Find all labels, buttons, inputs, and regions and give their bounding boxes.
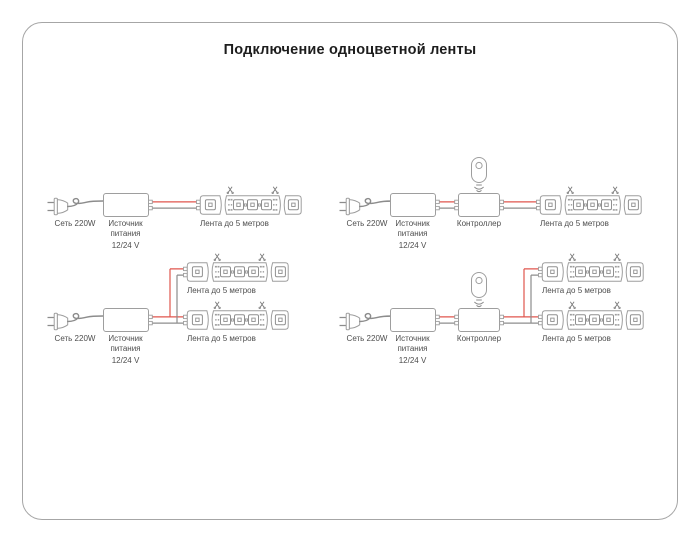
diagram-psu-controller-two-strips bbox=[338, 254, 644, 332]
strip-label: Лента до 5 метров bbox=[187, 334, 256, 343]
psu-label-line2: питания bbox=[110, 344, 141, 354]
strip-label: Лента до 5 метров bbox=[200, 219, 269, 228]
controller-icon bbox=[454, 193, 504, 217]
psu-label-line1: Источник bbox=[395, 219, 430, 228]
psu-voltage-label: 12/24 V bbox=[398, 240, 427, 250]
strip-label: Лента до 5 метров bbox=[542, 334, 611, 343]
psu-label-line2: питания bbox=[110, 229, 141, 239]
psu-label: Источник питания bbox=[108, 334, 142, 355]
psu-label: Источник питания bbox=[395, 334, 429, 355]
strip-label: Лента до 5 метров bbox=[187, 286, 256, 295]
wire-positive bbox=[500, 268, 542, 318]
psu-label-line1: Источник bbox=[108, 219, 143, 228]
psu-label-line1: Источник bbox=[108, 334, 143, 343]
strip-label: Лента до 5 метров bbox=[542, 286, 611, 295]
controller-label: Контроллер bbox=[456, 219, 502, 228]
psu-voltage-label: 12/24 V bbox=[111, 240, 140, 250]
page-title: Подключение одноцветной ленты bbox=[223, 42, 477, 58]
mains-label: Сеть 220W bbox=[54, 334, 96, 343]
led-strip-icon bbox=[539, 302, 644, 329]
controller-label: Контроллер bbox=[456, 334, 502, 343]
psu-label: Источник питания bbox=[395, 219, 429, 240]
power-supply-icon bbox=[390, 308, 440, 332]
led-strip-icon bbox=[184, 302, 289, 329]
led-strip-icon bbox=[184, 254, 289, 281]
led-strip-icon bbox=[197, 187, 302, 214]
power-supply-icon bbox=[103, 308, 153, 332]
power-supply-icon bbox=[103, 193, 153, 217]
diagram-psu-two-strips bbox=[46, 254, 289, 332]
mains-label: Сеть 220W bbox=[54, 219, 96, 228]
strip-label: Лента до 5 метров bbox=[540, 219, 609, 228]
remote-icon bbox=[471, 272, 487, 308]
mains-label: Сеть 220W bbox=[346, 334, 388, 343]
plug-icon bbox=[46, 197, 104, 216]
power-supply-icon bbox=[390, 193, 440, 217]
psu-voltage-label: 12/24 V bbox=[398, 355, 427, 365]
plug-icon bbox=[46, 312, 104, 331]
psu-label-line1: Источник bbox=[395, 334, 430, 343]
psu-voltage-label: 12/24 V bbox=[111, 355, 140, 365]
psu-label-line2: питания bbox=[397, 344, 428, 354]
led-strip-icon bbox=[537, 187, 642, 214]
wire-negative bbox=[500, 274, 544, 324]
psu-label: Источник питания bbox=[108, 219, 142, 240]
mains-label: Сеть 220W bbox=[346, 219, 388, 228]
psu-label-line2: питания bbox=[397, 229, 428, 239]
led-strip-icon bbox=[539, 254, 644, 281]
diagram-psu-controller-single-strip bbox=[338, 157, 642, 217]
controller-icon bbox=[454, 308, 504, 332]
plug-icon bbox=[338, 312, 396, 331]
diagram-psu-single-strip bbox=[46, 187, 302, 217]
plug-icon bbox=[338, 197, 396, 216]
remote-icon bbox=[471, 157, 487, 193]
